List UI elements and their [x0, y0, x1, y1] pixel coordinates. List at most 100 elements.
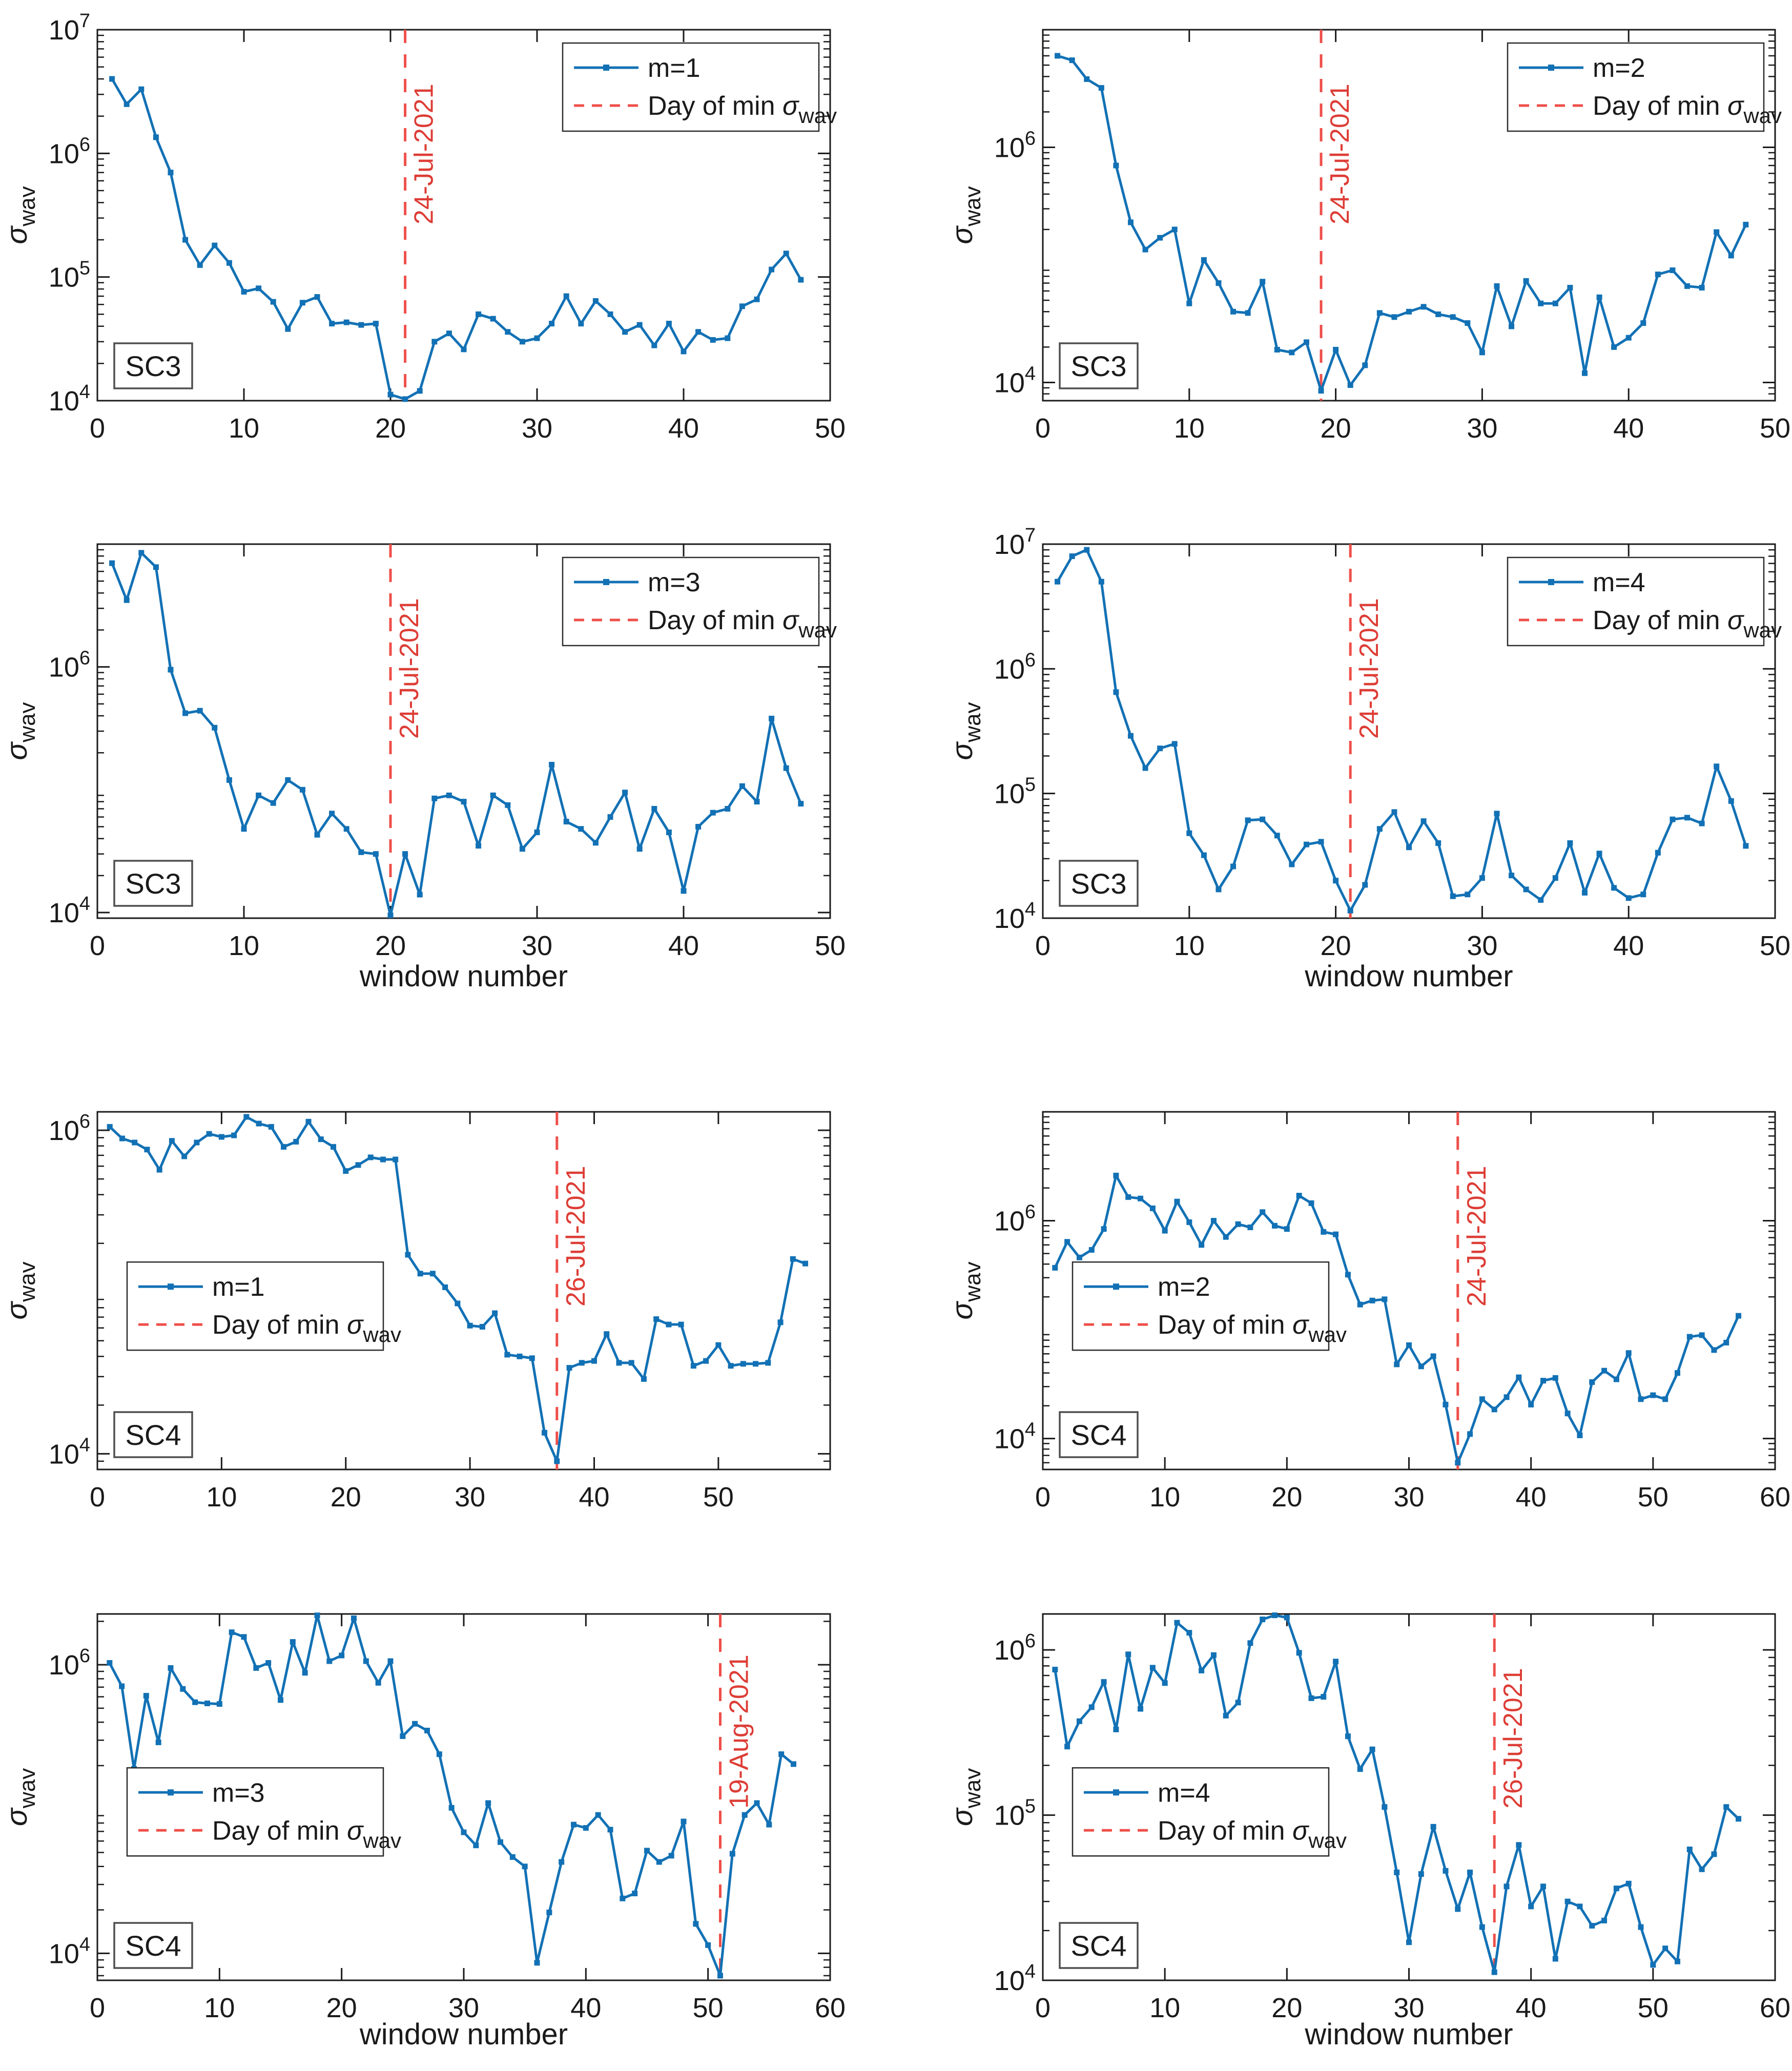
data-point-marker [109, 560, 115, 566]
data-point-marker [1723, 1804, 1729, 1810]
data-point-marker [1528, 1401, 1534, 1407]
y-tick-label: 106 [49, 1645, 90, 1681]
data-point-marker [314, 294, 320, 300]
data-point-marker [534, 335, 540, 341]
x-tick-label: 40 [668, 413, 699, 444]
data-point-marker [1186, 830, 1192, 836]
data-point-marker [206, 1131, 212, 1137]
data-point-marker [1465, 320, 1471, 326]
data-point-marker [653, 1316, 660, 1322]
subplot-sc4-m4: 0 10 20 30 40 50 60 104 105 106 σwav window number 2… [896, 1563, 1792, 2071]
data-point-marker [144, 1147, 150, 1153]
legend-box [126, 1261, 384, 1351]
data-point-marker [607, 311, 613, 317]
x-tick-label: 30 [448, 1993, 479, 2023]
data-point-marker [595, 1812, 601, 1818]
data-point-marker [218, 1134, 224, 1140]
data-point-marker [1662, 1945, 1669, 1952]
data-point-marker [180, 1686, 186, 1692]
data-point-marker [1171, 226, 1178, 233]
data-point-marker [1149, 1665, 1156, 1671]
data-point-marker [1260, 816, 1266, 822]
y-tick-label: 106 [994, 128, 1036, 163]
chart-sc3-m4: 0 10 20 30 40 50 104 105 106 107 σwav window number… [945, 525, 1790, 993]
data-point-marker [651, 342, 657, 348]
subplot-sc4-m3: 0 10 20 30 40 50 60 104 106 σwav window number 19-A… [0, 1563, 896, 2071]
data-point-marker [591, 1358, 597, 1364]
data-point-marker [1357, 1301, 1363, 1308]
data-point-marker [1125, 1194, 1131, 1200]
data-point-marker [1596, 851, 1602, 857]
data-point-marker [380, 1156, 386, 1163]
x-tick-label: 50 [693, 1993, 724, 2023]
data-point-marker [1284, 1614, 1290, 1621]
x-tick-label: 30 [1467, 930, 1497, 961]
data-point-marker [1138, 1195, 1144, 1202]
data-point-marker [1296, 1650, 1302, 1656]
data-point-marker [1650, 1962, 1656, 1968]
data-point-marker [241, 1634, 247, 1640]
axis-box [1042, 29, 1776, 402]
data-point-marker [355, 1162, 361, 1168]
legend-series-label: m=1 [648, 53, 701, 83]
data-point-marker [1289, 349, 1295, 356]
data-point-marker [563, 819, 569, 825]
data-point-marker [1552, 1956, 1558, 1962]
x-tick-label: 50 [815, 930, 846, 961]
data-point-marker [1230, 863, 1237, 869]
data-point-marker [504, 1352, 510, 1358]
data-point-marker [1362, 882, 1368, 888]
data-point-marker [1711, 1347, 1717, 1353]
series-line [111, 551, 802, 917]
data-point-marker [1245, 310, 1251, 316]
data-point-marker [592, 840, 599, 846]
data-point-marker [1699, 1866, 1705, 1872]
data-point-marker [717, 1973, 723, 1979]
data-point-marker [1611, 885, 1617, 891]
data-point-marker [265, 1660, 272, 1666]
data-point-marker [1101, 1679, 1107, 1685]
data-point-marker [522, 1863, 528, 1870]
data-point-marker [1567, 840, 1573, 846]
data-point-marker [802, 1260, 809, 1267]
data-point-marker [204, 1701, 210, 1707]
data-point-marker [1069, 553, 1075, 560]
x-tick-label: 0 [90, 1993, 105, 2023]
data-point-marker [1577, 1903, 1583, 1910]
data-point-marker [1069, 57, 1075, 64]
data-point-marker [579, 1360, 585, 1366]
data-point-marker [1494, 811, 1500, 817]
data-point-marker [256, 792, 262, 798]
subplot-sc3-m1: 0 10 20 30 40 50 104 105 106 107 σwav 24-Jul-2021 m=… [0, 0, 896, 487]
data-point-marker [343, 319, 349, 325]
data-point-marker [1552, 300, 1558, 306]
data-point-marker [1509, 323, 1515, 329]
data-point-marker [1552, 1375, 1558, 1381]
data-point-marker [1406, 1342, 1412, 1348]
x-tick-label: 10 [229, 930, 259, 961]
data-point-marker [417, 1271, 423, 1277]
data-point-marker [363, 1658, 369, 1664]
data-point-marker [1113, 1172, 1119, 1178]
data-point-marker [1318, 388, 1324, 394]
x-axis-label: window number [1304, 960, 1513, 993]
legend-series-label: m=3 [648, 568, 701, 597]
data-point-marker [143, 1693, 149, 1699]
data-point-marker [270, 800, 276, 806]
data-point-marker [641, 1376, 647, 1382]
data-point-marker [620, 1895, 626, 1901]
data-point-marker [790, 1256, 796, 1262]
data-point-marker [1640, 320, 1646, 326]
panel-badge-box [113, 1922, 193, 1969]
data-point-marker [1391, 314, 1397, 320]
data-point-marker [1418, 1363, 1424, 1370]
legend-series-marker [1548, 65, 1554, 71]
x-tick-label: 20 [1321, 930, 1351, 961]
data-point-marker [798, 801, 804, 807]
data-point-marker [1465, 892, 1471, 898]
data-point-marker [1538, 300, 1544, 306]
data-point-marker [644, 1848, 650, 1854]
data-point-marker [741, 1812, 748, 1818]
data-point-marker [505, 329, 511, 335]
data-point-marker [778, 1751, 785, 1757]
